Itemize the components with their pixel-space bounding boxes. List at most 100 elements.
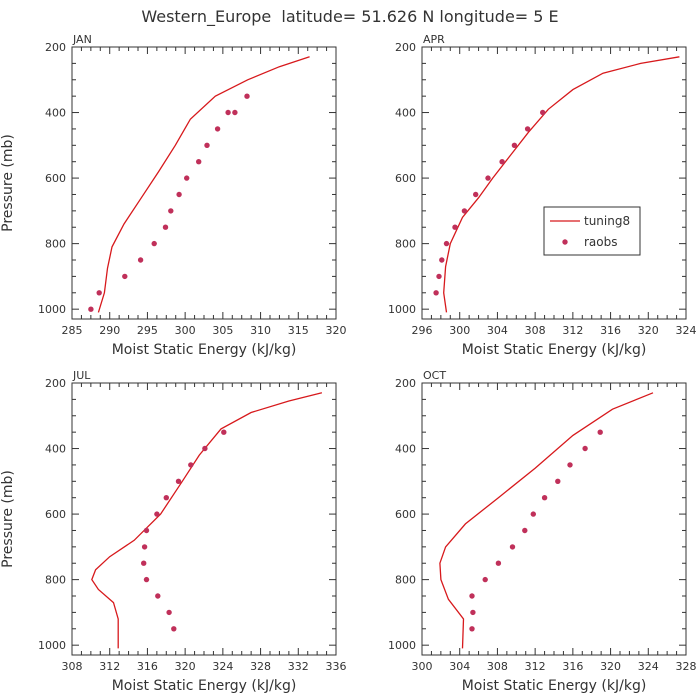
- x-tick-label: 316: [137, 660, 158, 673]
- panel-title: APR: [423, 33, 445, 46]
- raob-point: [597, 429, 603, 435]
- raob-point: [540, 109, 546, 116]
- raob-point: [155, 593, 161, 599]
- raob-point: [141, 544, 148, 550]
- panel-jul: JUL 308 312 316 320 324 328 332 336 200 400 600 800 1…: [0, 369, 347, 694]
- raob-point: [202, 445, 208, 452]
- y-tick-label: 400: [395, 443, 416, 456]
- raob-point: [461, 208, 468, 214]
- raob-point: [214, 126, 221, 132]
- x-tick-label: 336: [326, 660, 347, 673]
- y-tick-label: 600: [395, 508, 416, 521]
- y-tick-label: 600: [45, 172, 66, 185]
- raob-point: [469, 593, 475, 599]
- y-tick-label: 200: [45, 41, 66, 54]
- x-tick-label: 316: [600, 324, 621, 337]
- raob-point: [204, 142, 210, 148]
- x-axis-label: Moist Static Energy (kJ/kg): [112, 342, 297, 358]
- x-tick-label: 328: [676, 660, 697, 673]
- series-line-tuning8: [439, 392, 654, 649]
- legend-box: [543, 206, 641, 256]
- raob-point: [143, 527, 150, 534]
- x-axis-label: Moist Static Energy (kJ/kg): [112, 678, 297, 694]
- raob-point: [436, 273, 442, 280]
- raob-point: [439, 257, 445, 263]
- x-tick-label: 308: [62, 660, 83, 673]
- panel-jan: JAN 285 290 295 300 305 310 315 320 200 400 600 800 1…: [0, 33, 347, 358]
- x-tick-label: 310: [250, 324, 271, 337]
- y-axis-label: Pressure (mb): [0, 470, 16, 568]
- raob-point: [541, 495, 548, 501]
- raob-point: [482, 576, 488, 583]
- y-tick-label: 800: [395, 574, 416, 587]
- x-tick-label: 320: [326, 324, 347, 337]
- x-tick-label: 304: [487, 324, 508, 337]
- x-tick-label: 315: [288, 324, 309, 337]
- y-tick-label: 1000: [388, 303, 416, 316]
- raob-point: [166, 609, 172, 616]
- raob-point: [452, 224, 458, 230]
- raob-point: [196, 159, 202, 165]
- panel-apr: APR 296 300 304 308 312 316 320 324 200 400 600 800 1…: [388, 33, 697, 358]
- raob-point: [555, 478, 561, 484]
- legend-label-raobs: raobs: [584, 235, 618, 249]
- x-tick-label: 295: [137, 324, 158, 337]
- legend-label-tuning8: tuning8: [584, 214, 630, 228]
- plot-frame: [71, 46, 337, 320]
- raob-point: [141, 560, 147, 566]
- x-tick-label: 320: [600, 660, 621, 673]
- raob-point: [582, 445, 588, 452]
- raob-point: [188, 462, 194, 468]
- y-tick-label: 200: [395, 377, 416, 390]
- x-tick-label: 285: [62, 324, 83, 337]
- x-tick-label: 312: [525, 660, 546, 673]
- x-tick-label: 324: [212, 660, 233, 673]
- x-tick-label: 328: [250, 660, 271, 673]
- x-tick-label: 320: [175, 660, 196, 673]
- x-axis-label: Moist Static Energy (kJ/kg): [462, 678, 647, 694]
- plot-frame: [421, 46, 687, 320]
- raob-point: [176, 191, 182, 198]
- y-tick-label: 600: [45, 508, 66, 521]
- raob-point: [88, 306, 94, 312]
- y-axis-label: Pressure (mb): [0, 134, 16, 232]
- raob-point: [522, 527, 528, 534]
- raob-point: [163, 495, 169, 501]
- y-tick-label: 800: [45, 238, 66, 251]
- y-tick-label: 1000: [388, 639, 416, 652]
- panel-title: JUL: [72, 369, 91, 382]
- raob-point: [184, 175, 190, 181]
- panel-title: OCT: [423, 369, 446, 382]
- panel-oct: OCT 300 304 308 312 316 320 324 328 200 400 600 800 1…: [388, 369, 697, 694]
- raob-point: [511, 142, 518, 148]
- raob-point: [443, 240, 450, 247]
- raob-point: [162, 224, 169, 230]
- x-tick-label: 308: [487, 660, 508, 673]
- x-tick-label: 290: [99, 324, 120, 337]
- y-tick-label: 400: [45, 443, 66, 456]
- x-tick-label: 300: [175, 324, 196, 337]
- raob-point: [154, 511, 160, 517]
- x-tick-label: 324: [638, 660, 659, 673]
- plot-frame: [421, 382, 687, 656]
- series-line-tuning8: [91, 392, 323, 649]
- x-tick-label: 320: [638, 324, 659, 337]
- y-tick-label: 800: [45, 574, 66, 587]
- series-line-tuning8: [97, 56, 310, 313]
- raob-point: [567, 462, 573, 468]
- raob-point: [530, 511, 536, 517]
- raob-point: [499, 159, 505, 165]
- raob-point: [244, 93, 250, 99]
- y-tick-label: 1000: [38, 639, 66, 652]
- raob-point: [232, 109, 238, 116]
- x-tick-label: 312: [562, 324, 583, 337]
- y-tick-label: 600: [395, 172, 416, 185]
- y-tick-label: 800: [395, 238, 416, 251]
- raob-point: [122, 273, 128, 280]
- x-tick-label: 332: [288, 660, 309, 673]
- x-tick-label: 296: [412, 324, 433, 337]
- raob-point: [96, 290, 102, 296]
- panel-title: JAN: [72, 33, 92, 46]
- raob-point: [470, 609, 476, 616]
